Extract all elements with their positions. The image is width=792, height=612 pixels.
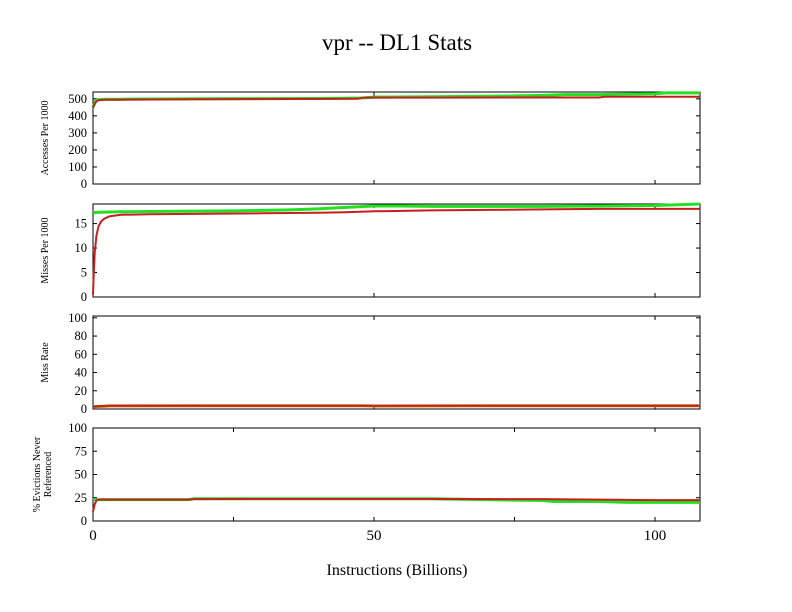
y-axis-label: Referenced <box>43 452 54 498</box>
y-axis-label: Miss Rate <box>40 342 51 383</box>
panel-frame <box>92 315 701 410</box>
y-tick-label: 10 <box>75 241 88 255</box>
y-tick-label: 100 <box>68 311 87 325</box>
y-tick-label: 15 <box>75 217 88 231</box>
series-cumulative-line <box>92 404 700 408</box>
y-tick-label: 80 <box>75 329 88 343</box>
y-tick-label: 0 <box>81 514 87 528</box>
y-tick-label: 500 <box>68 92 87 106</box>
panel-3: 0 20 40 60 80 100 Miss Rate <box>40 311 701 416</box>
y-tick-label: 400 <box>68 109 87 123</box>
y-tick-label: 300 <box>68 126 87 140</box>
series-cumulative-line <box>92 498 700 512</box>
panel-frame <box>92 203 701 298</box>
panel-frame <box>92 91 701 185</box>
y-tick-label: 0 <box>81 402 87 416</box>
panel-4: 0 25 50 75 100 % Evictions Never Referenced <box>32 421 701 528</box>
y-axis-label: Misses Per 1000 <box>40 217 51 283</box>
y-axis-label: Accesses Per 1000 <box>40 101 51 176</box>
y-tick-label: 100 <box>68 421 87 435</box>
x-axis-label: Instructions (Billions) <box>327 562 468 579</box>
y-tick-label: 40 <box>75 366 88 380</box>
y-tick-label: 75 <box>75 444 88 458</box>
y-tick-label: 50 <box>75 468 88 482</box>
y-axis-label: % Evictions Never <box>32 436 43 512</box>
panel-2: 0 5 10 15 Misses Per 1000 <box>40 202 701 304</box>
series-cumulative-line <box>92 207 700 295</box>
y-tick-label: 25 <box>75 491 88 505</box>
y-tick-label: 60 <box>75 347 88 361</box>
chart-title: vpr -- DL1 Stats <box>322 30 472 55</box>
y-tick-label: 5 <box>81 266 87 280</box>
y-tick-label: 20 <box>75 384 88 398</box>
y-tick-label: 200 <box>68 143 87 157</box>
panel-1: 0 100 200 300 400 500 Accesses Per 1000 <box>40 91 701 191</box>
y-tick-label: 100 <box>68 160 87 174</box>
x-tick-label: 0 <box>89 528 97 544</box>
y-tick-label: 0 <box>81 177 87 191</box>
series-cumulative-line <box>92 95 700 108</box>
y-tick-label: 0 <box>81 290 87 304</box>
x-tick-label: 100 <box>644 528 667 544</box>
series-interval-line <box>92 202 701 215</box>
panel-frame <box>92 427 701 522</box>
x-tick-label: 50 <box>367 528 382 544</box>
